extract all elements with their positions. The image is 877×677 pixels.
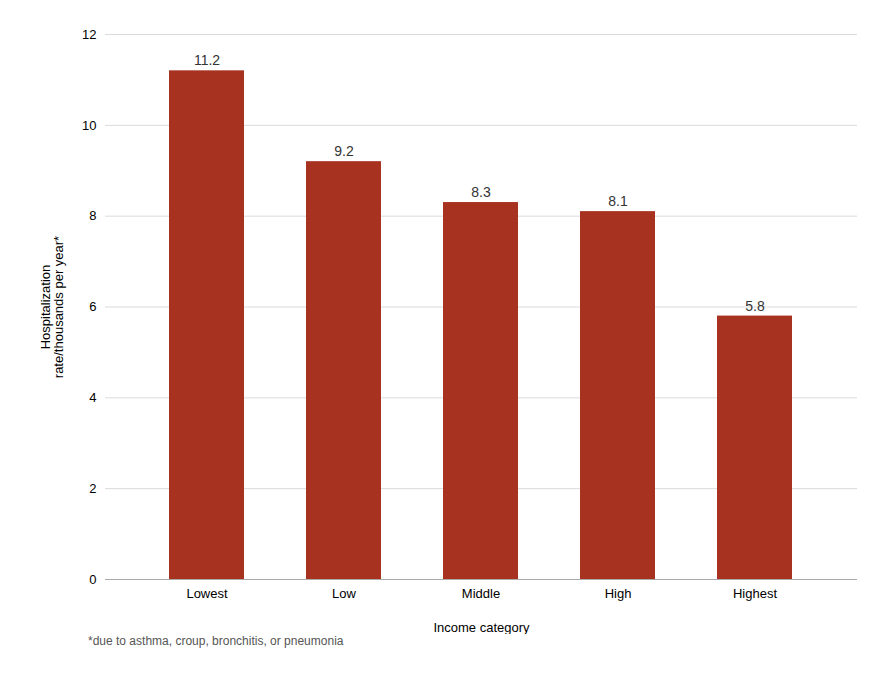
svg-text:8.1: 8.1 xyxy=(608,193,628,209)
html-text:*due to asthma, croup, bronchi: *due to asthma, croup, bronchitis, or pn… xyxy=(88,634,344,648)
svg-text:12: 12 xyxy=(82,27,96,42)
svg-text:Hospitalizationrate/thousands: Hospitalizationrate/thousands per year* xyxy=(38,236,66,378)
svg-text:High: High xyxy=(605,586,632,601)
svg-text:Middle: Middle xyxy=(462,586,500,601)
svg-text:Income category: Income category xyxy=(433,620,530,635)
svg-text:5.8: 5.8 xyxy=(745,298,765,314)
svg-text:Lowest: Lowest xyxy=(186,586,228,601)
svg-text:Low: Low xyxy=(332,586,356,601)
svg-text:9.2: 9.2 xyxy=(334,143,354,159)
svg-text:11.2: 11.2 xyxy=(194,52,220,68)
svg-text:2: 2 xyxy=(89,481,96,496)
svg-text:6: 6 xyxy=(89,299,96,314)
svg-text:10: 10 xyxy=(82,117,96,132)
svg-text:4: 4 xyxy=(89,390,96,405)
svg-text:Highest: Highest xyxy=(733,586,777,601)
svg-text:8: 8 xyxy=(89,208,96,223)
svg-text:0: 0 xyxy=(89,572,96,587)
svg-text:8.3: 8.3 xyxy=(471,184,491,200)
